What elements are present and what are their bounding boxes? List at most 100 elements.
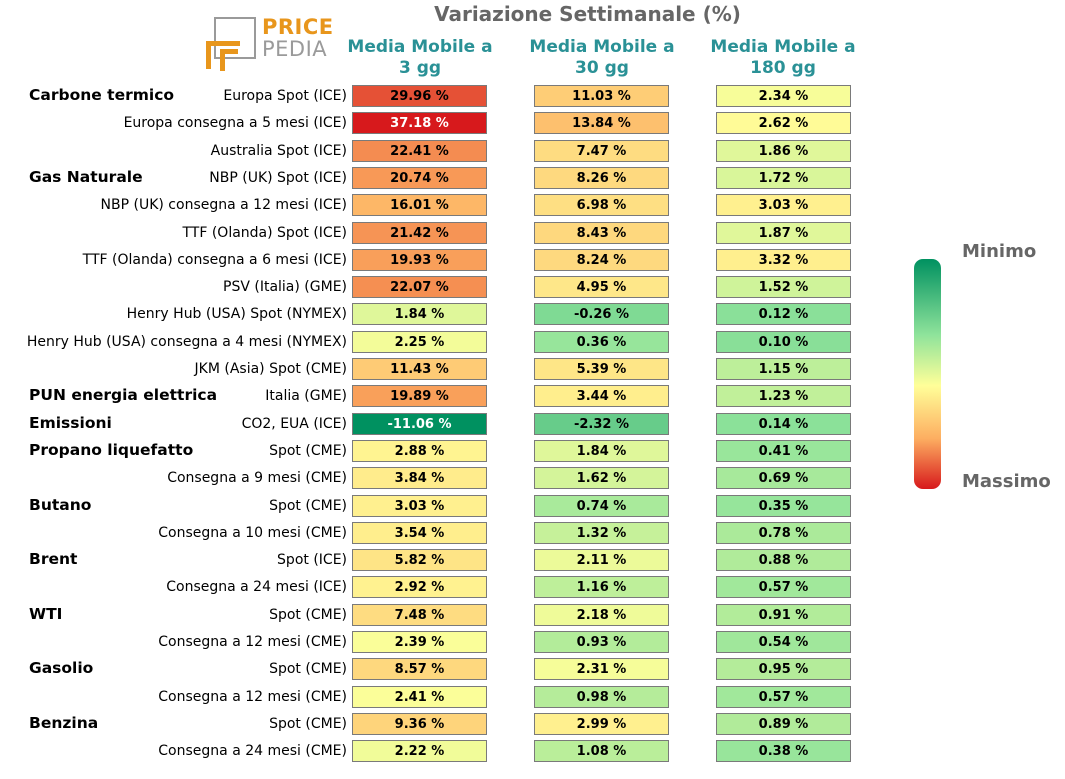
value-cell: 11.03 % xyxy=(534,85,669,107)
value-cell: 0.95 % xyxy=(716,658,851,681)
value-cell: 22.07 % xyxy=(352,276,487,299)
group-label: Benzina xyxy=(29,713,99,732)
row-label: Europa Spot (ICE) xyxy=(223,88,347,104)
value-cell: 0.69 % xyxy=(716,467,851,490)
value-cell: 20.74 % xyxy=(352,166,487,189)
row-label: Europa consegna a 5 mesi (ICE) xyxy=(123,115,347,132)
column-header-180gg: Media Mobile a 180 gg xyxy=(693,37,873,79)
value-cell: 0.14 % xyxy=(716,412,851,435)
row-label: Spot (CME) xyxy=(269,715,347,732)
value-cell: 1.32 % xyxy=(534,521,669,544)
logo-word-price: PRICE xyxy=(262,15,334,39)
value-cell: 0.12 % xyxy=(716,303,851,326)
column-header-30gg: Media Mobile a 30 gg xyxy=(512,37,692,79)
value-cell: 0.93 % xyxy=(534,631,669,653)
logo-word-pedia: PEDIA xyxy=(262,37,328,61)
value-cell: 3.54 % xyxy=(352,521,487,544)
value-cell: 1.52 % xyxy=(716,276,851,299)
column-header-line1: Media Mobile a xyxy=(710,37,856,57)
group-label: Gasolio xyxy=(29,659,94,678)
row-label: Spot (ICE) xyxy=(277,552,347,569)
row-label: Spot (CME) xyxy=(269,442,347,459)
row-label: PSV (Italia) (GME) xyxy=(223,279,347,296)
row-label: TTF (Olanda) consegna a 6 mesi (ICE) xyxy=(82,251,347,268)
value-cell: 8.43 % xyxy=(534,221,669,244)
value-cell: 1.87 % xyxy=(716,221,851,244)
legend-min-label: Minimo xyxy=(962,241,1037,262)
value-cell: 19.89 % xyxy=(352,385,487,408)
group-label: Butano xyxy=(29,495,92,514)
legend-max-label: Massimo xyxy=(962,471,1051,492)
value-cell: 2.11 % xyxy=(534,549,669,572)
group-label: Propano liquefatto xyxy=(29,440,194,459)
value-cell: 9.36 % xyxy=(352,712,487,735)
value-cell: 0.36 % xyxy=(534,330,669,353)
row-label: NBP (UK) consegna a 12 mesi (ICE) xyxy=(100,197,347,214)
column-header-line1: Media Mobile a xyxy=(529,37,675,57)
color-scale-legend xyxy=(914,259,941,489)
value-cell: 19.93 % xyxy=(352,248,487,271)
group-label: Brent xyxy=(29,550,78,569)
group-label: Emissioni xyxy=(29,413,112,432)
value-cell: 4.95 % xyxy=(534,276,669,299)
row-label: Spot (CME) xyxy=(269,497,347,514)
value-cell: 5.39 % xyxy=(534,358,669,380)
value-cell: 29.96 % xyxy=(352,85,487,107)
value-cell: 8.57 % xyxy=(352,658,487,681)
column-header-line1: Media Mobile a xyxy=(347,37,493,57)
value-cell: 1.72 % xyxy=(716,166,851,189)
value-cell: 13.84 % xyxy=(534,112,669,135)
value-cell: 2.34 % xyxy=(716,85,851,107)
value-cell: 3.03 % xyxy=(352,494,487,517)
value-cell: 37.18 % xyxy=(352,112,487,135)
value-cell: 0.38 % xyxy=(716,740,851,763)
row-label: TTF (Olanda) Spot (ICE) xyxy=(182,224,347,241)
value-cell: 0.91 % xyxy=(716,603,851,626)
row-label: NBP (UK) Spot (ICE) xyxy=(209,169,347,186)
row-label: Consegna a 10 mesi (CME) xyxy=(158,524,347,541)
value-cell: 0.57 % xyxy=(716,685,851,708)
value-cell: 1.16 % xyxy=(534,576,669,599)
value-cell: 2.18 % xyxy=(534,603,669,626)
value-cell: 7.47 % xyxy=(534,139,669,162)
value-cell: 1.84 % xyxy=(534,439,669,462)
row-label: Consegna a 12 mesi (CME) xyxy=(158,634,347,650)
column-header-line2: 3 gg xyxy=(398,58,442,78)
pricepedia-logo: PRICE PEDIA xyxy=(204,15,334,75)
value-cell: 0.35 % xyxy=(716,494,851,517)
value-cell: 6.98 % xyxy=(534,194,669,217)
group-label: PUN energia elettrica xyxy=(29,386,218,405)
logo-square-icon xyxy=(214,17,256,59)
value-cell: 2.62 % xyxy=(716,112,851,135)
value-cell: 5.82 % xyxy=(352,549,487,572)
value-cell: 2.22 % xyxy=(352,740,487,763)
row-label: Italia (GME) xyxy=(265,388,347,405)
column-header-line2: 180 gg xyxy=(750,58,816,78)
value-cell: 22.41 % xyxy=(352,139,487,162)
row-label: Henry Hub (USA) consegna a 4 mesi (NYMEX… xyxy=(26,333,347,350)
column-header-3gg: Media Mobile a 3 gg xyxy=(330,37,510,79)
value-cell: 1.84 % xyxy=(352,303,487,326)
value-cell: 0.88 % xyxy=(716,549,851,572)
value-cell: 0.89 % xyxy=(716,712,851,735)
value-cell: 8.26 % xyxy=(534,166,669,189)
value-cell: 8.24 % xyxy=(534,248,669,271)
value-cell: 2.92 % xyxy=(352,576,487,599)
value-cell: 21.42 % xyxy=(352,221,487,244)
group-label: Gas Naturale xyxy=(29,167,143,186)
row-label: Spot (CME) xyxy=(269,661,347,678)
value-cell: 0.57 % xyxy=(716,576,851,599)
value-cell: 7.48 % xyxy=(352,603,487,626)
group-label: Carbone termico xyxy=(29,86,175,104)
group-label: WTI xyxy=(29,604,63,623)
value-cell: 1.62 % xyxy=(534,467,669,490)
value-cell: 3.03 % xyxy=(716,194,851,217)
row-label: Consegna a 9 mesi (CME) xyxy=(167,470,347,487)
value-cell: 0.10 % xyxy=(716,330,851,353)
value-cell: 0.74 % xyxy=(534,494,669,517)
row-label: Spot (CME) xyxy=(269,606,347,623)
value-cell: 3.44 % xyxy=(534,385,669,408)
chart-title: Variazione Settimanale (%) xyxy=(434,2,741,26)
row-label: JKM (Asia) Spot (CME) xyxy=(194,361,347,377)
value-cell: 1.15 % xyxy=(716,358,851,380)
